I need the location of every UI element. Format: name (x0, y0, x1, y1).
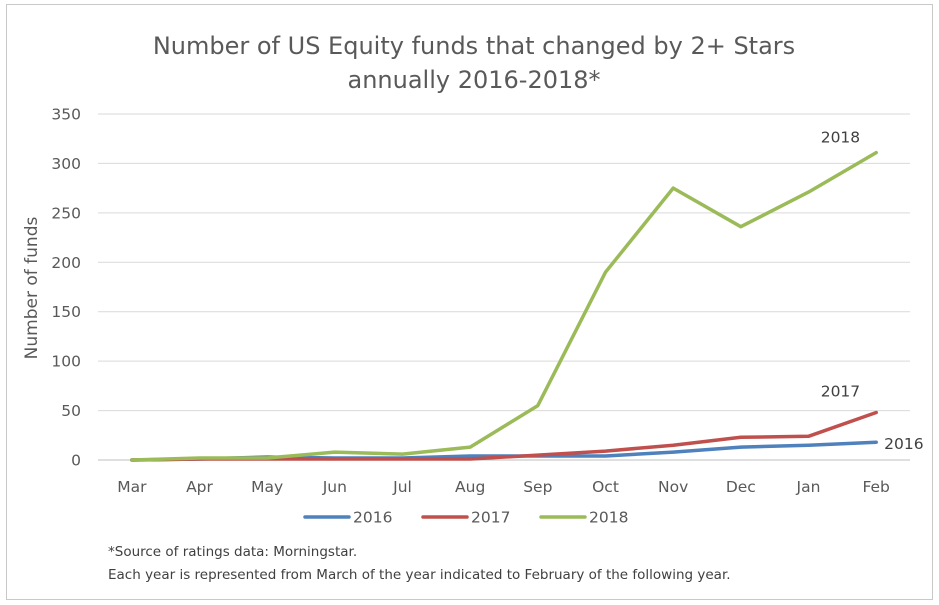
y-tick-label: 100 (51, 353, 81, 371)
y-axis-title: Number of funds (22, 217, 42, 360)
legend: 2016 2017 2018 (303, 509, 628, 527)
gridlines (98, 113, 910, 412)
x-tick-label: Apr (186, 478, 213, 496)
x-tick-label: Sep (523, 478, 552, 496)
x-tick-label: Oct (592, 478, 619, 496)
y-tick-label: 150 (51, 303, 81, 321)
y-tick-label: 300 (51, 155, 81, 173)
legend-label: 2016 (353, 509, 392, 527)
series-line-2018 (130, 150, 878, 462)
y-tick-label: 0 (71, 452, 81, 470)
chart-title-line-1: Number of US Equity funds that changed b… (153, 32, 795, 60)
x-tick-label: Aug (455, 478, 485, 496)
axes: 0 50 100 150 200 250 300 350 Mar Apr May Jun Jul Aug S… (51, 106, 910, 496)
x-tick-label: Jan (796, 478, 821, 496)
footnotes: *Source of ratings data: Morningstar. Ea… (108, 544, 731, 583)
chart-title-line-2: annually 2016-2018* (347, 66, 600, 94)
series-lines (130, 150, 878, 462)
chart-frame (6, 4, 933, 600)
legend-item-2016: 2016 (303, 509, 392, 527)
chart-title: Number of US Equity funds that changed b… (153, 32, 795, 94)
x-tick-label: Dec (726, 478, 756, 496)
legend-item-2018: 2018 (539, 509, 628, 527)
y-tick-label: 250 (51, 204, 81, 222)
series-end-label-2017: 2017 (821, 383, 860, 401)
x-tick-label: Jul (392, 478, 412, 496)
y-tick-label: 50 (61, 402, 81, 420)
x-tick-label: Nov (658, 478, 688, 496)
legend-label: 2017 (471, 509, 510, 527)
y-tick-label: 200 (51, 254, 81, 272)
footnote-period: Each year is represented from March of t… (108, 567, 731, 583)
x-tick-label: Mar (117, 478, 147, 496)
legend-item-2017: 2017 (421, 509, 510, 527)
x-tick-label: Jun (322, 478, 347, 496)
legend-label: 2018 (589, 509, 628, 527)
series-end-label-2016: 2016 (884, 435, 923, 453)
series-line-2017 (130, 410, 878, 462)
footnote-source: *Source of ratings data: Morningstar. (108, 544, 357, 560)
series-end-labels: 2016 2017 2018 (821, 129, 924, 454)
x-tick-label: Feb (862, 478, 889, 496)
y-tick-label: 350 (51, 106, 81, 124)
x-tick-label: May (251, 478, 283, 496)
series-end-label-2018: 2018 (821, 129, 860, 147)
